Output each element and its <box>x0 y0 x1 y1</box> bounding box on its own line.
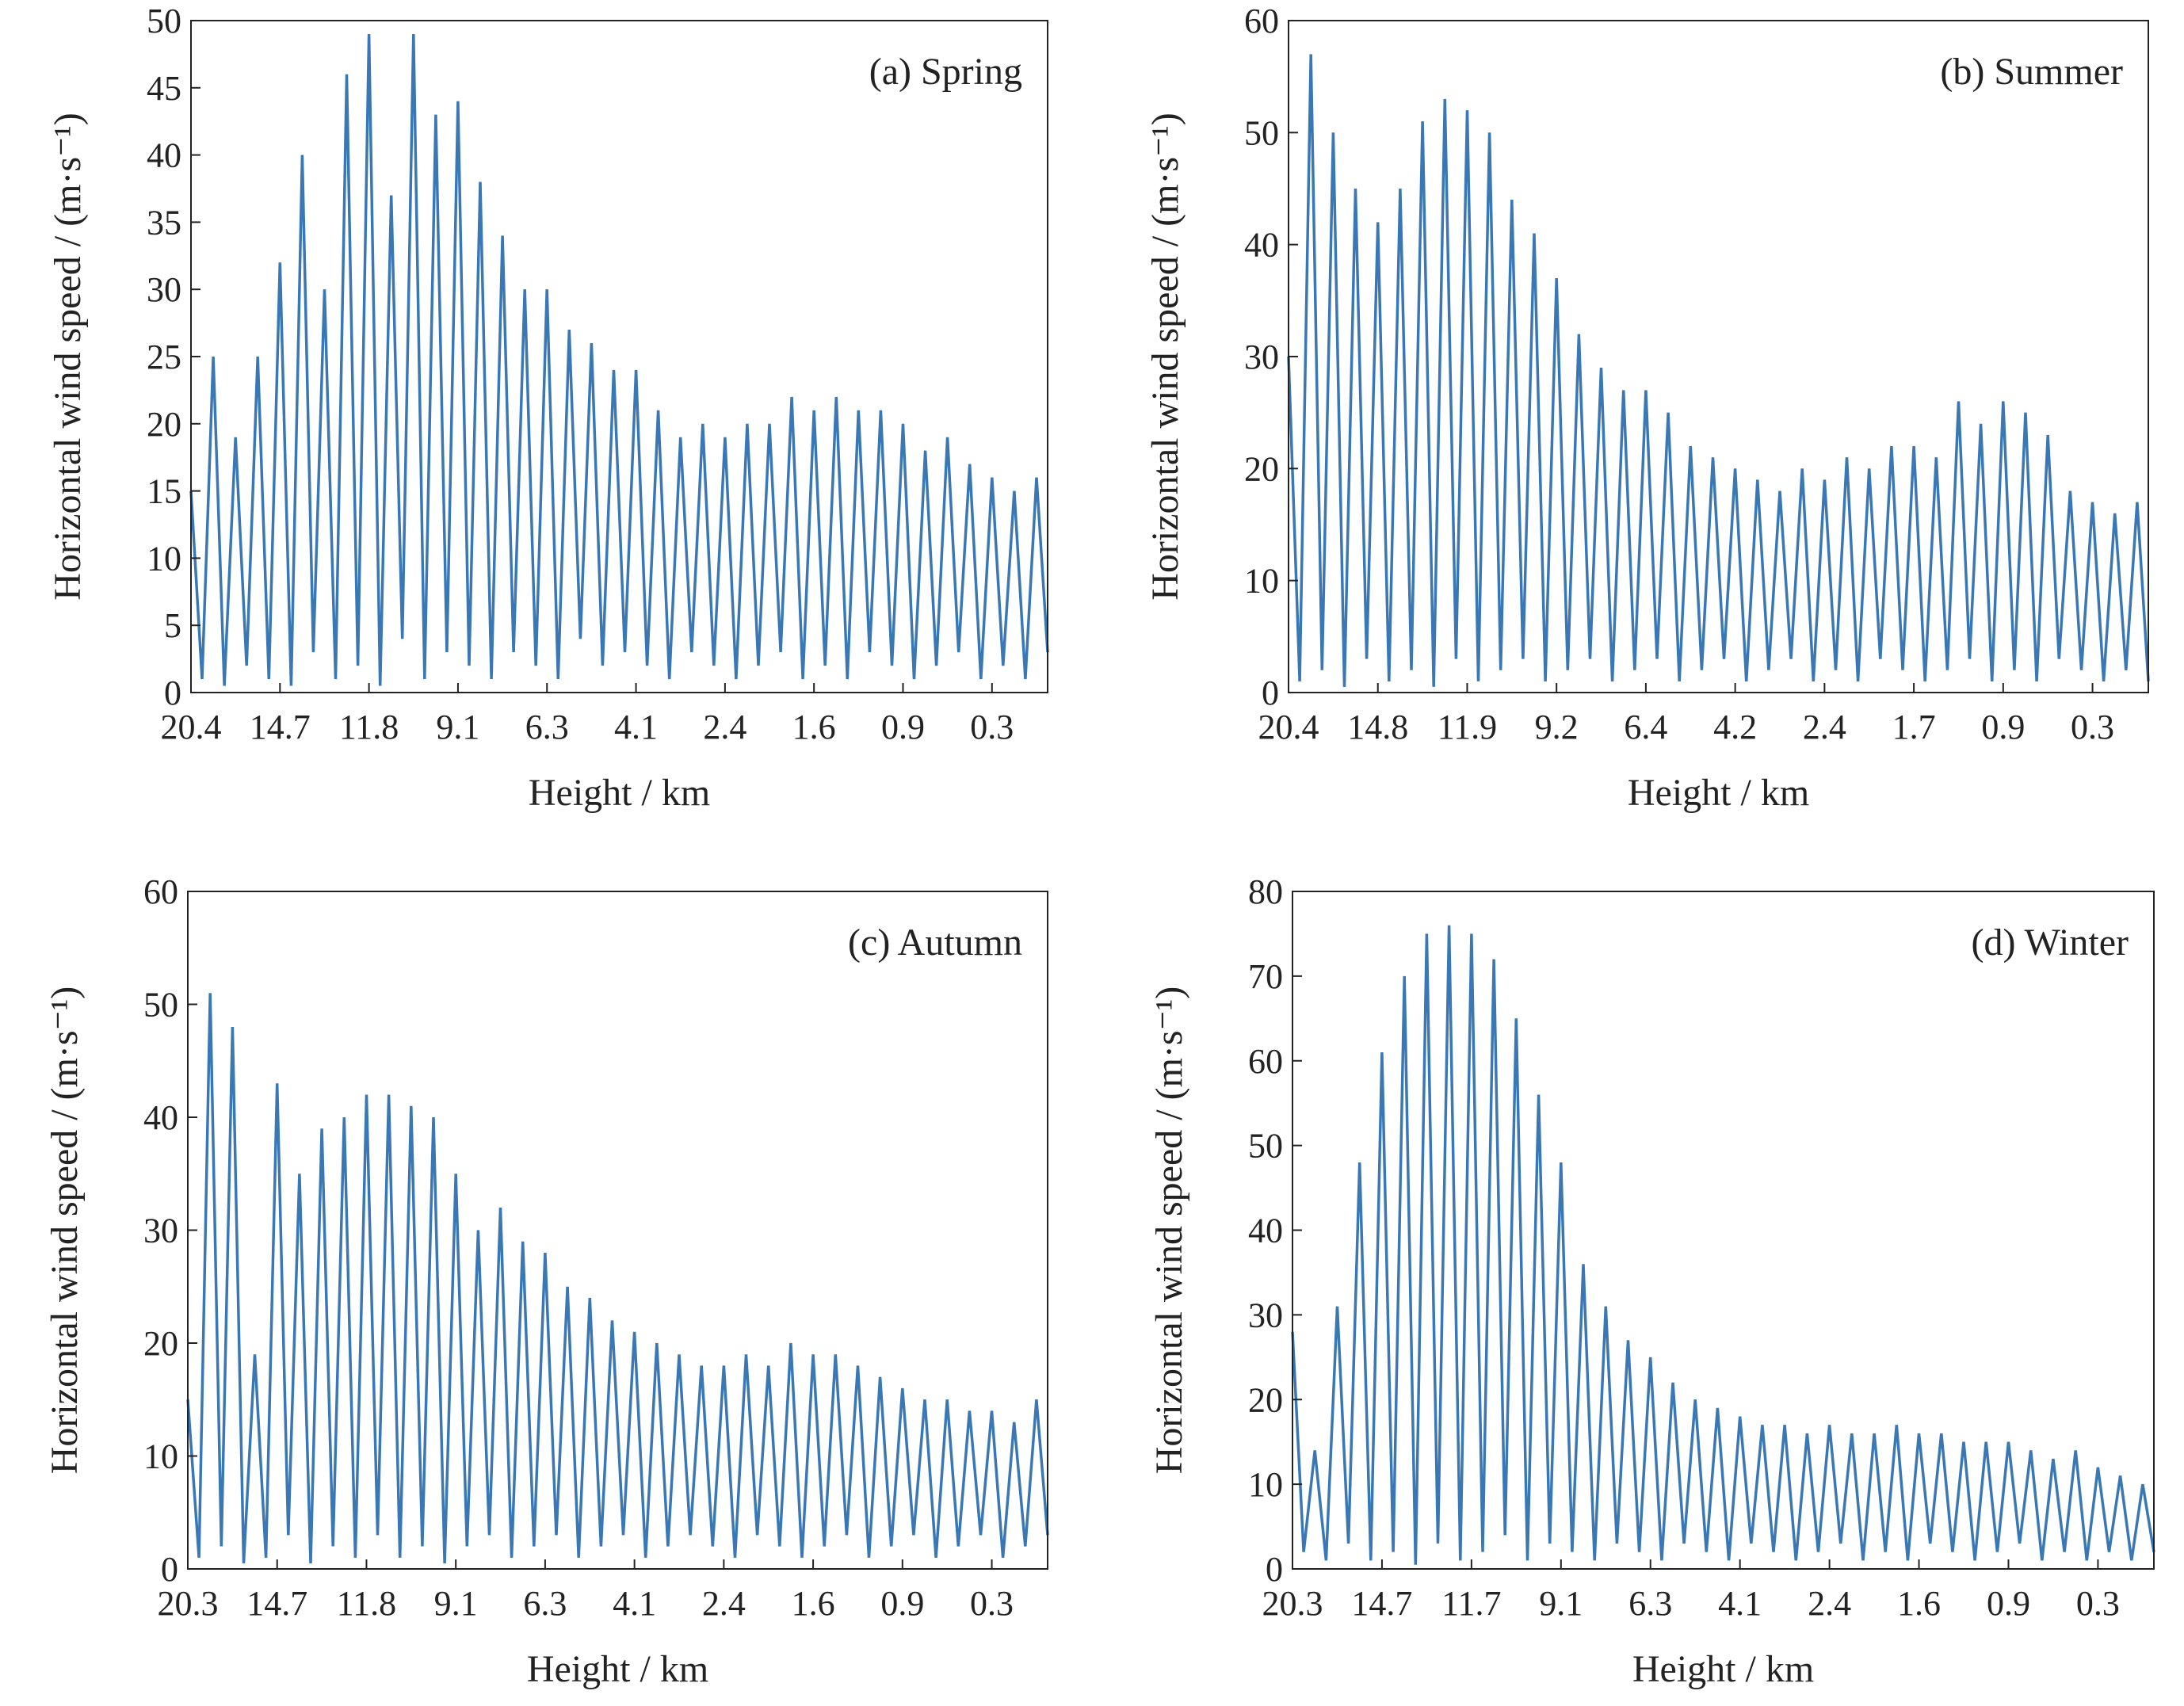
y-tick-label: 35 <box>147 203 181 242</box>
y-tick-label: 15 <box>147 472 181 511</box>
x-tick-label: 4.1 <box>613 1584 656 1623</box>
y-tick-label: 20 <box>1248 1380 1283 1419</box>
x-tick-label: 14.7 <box>246 1584 307 1623</box>
x-tick-label: 0.9 <box>880 1584 924 1623</box>
y-tick-label: 40 <box>143 1098 178 1137</box>
x-tick-label: 1.6 <box>792 708 836 746</box>
y-tick-label: 0 <box>164 674 181 712</box>
x-tick-label: 6.3 <box>1628 1584 1672 1623</box>
x-tick-label: 2.4 <box>703 708 746 746</box>
x-tick-label: 14.7 <box>1351 1584 1412 1623</box>
y-tick-label: 50 <box>147 2 181 40</box>
x-tick-label: 20.4 <box>1258 708 1319 746</box>
y-tick-label: 30 <box>1248 1296 1283 1334</box>
x-tick-label: 11.7 <box>1441 1584 1501 1623</box>
y-tick-label: 30 <box>143 1212 178 1250</box>
x-axis-title: Height / km <box>529 772 710 814</box>
x-tick-label: 1.7 <box>1892 708 1936 746</box>
x-axis-title: Height / km <box>1632 1648 1814 1690</box>
x-tick-label: 11.8 <box>339 708 399 746</box>
y-tick-label: 80 <box>1248 872 1283 911</box>
y-tick-label: 70 <box>1248 957 1283 996</box>
y-tick-label: 40 <box>1248 1212 1283 1250</box>
y-tick-label: 10 <box>147 539 181 578</box>
x-axis-title: Height / km <box>527 1648 708 1690</box>
y-tick-label: 50 <box>1244 113 1279 152</box>
y-tick-label: 0 <box>1262 674 1279 712</box>
y-tick-label: 0 <box>1266 1550 1283 1589</box>
x-tick-label: 9.1 <box>1539 1584 1583 1623</box>
x-tick-label: 0.3 <box>970 708 1014 746</box>
y-tick-label: 50 <box>1248 1127 1283 1166</box>
y-tick-label: 10 <box>1244 562 1279 601</box>
y-tick-label: 60 <box>1248 1042 1283 1081</box>
y-tick-label: 60 <box>1244 2 1279 40</box>
y-tick-label: 40 <box>1244 226 1279 265</box>
y-tick-label: 20 <box>147 405 181 444</box>
x-tick-label: 20.3 <box>1262 1584 1323 1623</box>
y-tick-label: 30 <box>1244 338 1279 376</box>
x-axis-title: Height / km <box>1628 772 1809 814</box>
data-line <box>1287 54 2150 687</box>
x-tick-label: 9.1 <box>434 1584 478 1623</box>
data-line <box>186 993 1049 1563</box>
x-tick-label: 0.9 <box>1981 708 2025 746</box>
y-axis-title: Horizontal wind speed / (m·s⁻¹) <box>47 113 89 601</box>
x-tick-label: 14.7 <box>250 708 311 746</box>
y-tick-label: 0 <box>161 1550 178 1589</box>
x-tick-label: 2.4 <box>702 1584 746 1623</box>
data-line <box>1291 925 2155 1565</box>
panel-title: (d) Winter <box>1972 922 2129 964</box>
y-tick-label: 20 <box>1244 449 1279 488</box>
y-tick-label: 60 <box>143 872 178 911</box>
x-tick-label: 11.9 <box>1438 708 1497 746</box>
x-tick-label: 0.3 <box>2071 708 2114 746</box>
x-tick-label: 2.4 <box>1803 708 1846 746</box>
x-tick-label: 1.6 <box>792 1584 835 1623</box>
x-tick-label: 4.2 <box>1713 708 1757 746</box>
y-axis-title: Horizontal wind speed / (m·s⁻¹) <box>1144 113 1186 601</box>
y-tick-label: 45 <box>147 69 181 108</box>
x-tick-label: 9.1 <box>436 708 479 746</box>
panel-title: (b) Summer <box>1940 51 2123 93</box>
y-axis-title: Horizontal wind speed / (m·s⁻¹) <box>44 987 86 1475</box>
x-tick-label: 6.3 <box>525 708 569 746</box>
x-tick-label: 2.4 <box>1808 1584 1851 1623</box>
x-tick-label: 0.9 <box>1987 1584 2030 1623</box>
panel-title: (c) Autumn <box>848 922 1022 964</box>
data-line <box>189 33 1049 686</box>
panel-title: (a) Spring <box>869 51 1022 93</box>
y-tick-label: 50 <box>143 986 178 1025</box>
x-tick-label: 11.8 <box>337 1584 396 1623</box>
y-tick-label: 25 <box>147 338 181 376</box>
y-tick-label: 10 <box>143 1437 178 1476</box>
y-tick-label: 40 <box>147 136 181 175</box>
y-tick-label: 30 <box>147 270 181 309</box>
y-tick-label: 5 <box>164 606 181 645</box>
x-tick-label: 20.3 <box>158 1584 219 1623</box>
y-axis-title: Horizontal wind speed / (m·s⁻¹) <box>1148 987 1190 1475</box>
x-tick-label: 14.8 <box>1347 708 1408 746</box>
y-tick-label: 20 <box>143 1324 178 1363</box>
x-tick-label: 9.2 <box>1535 708 1579 746</box>
x-tick-label: 20.4 <box>161 708 222 746</box>
x-tick-label: 6.3 <box>523 1584 567 1623</box>
x-tick-label: 4.1 <box>614 708 658 746</box>
y-tick-label: 10 <box>1248 1465 1283 1504</box>
x-tick-label: 1.6 <box>1897 1584 1941 1623</box>
x-tick-label: 0.3 <box>2076 1584 2120 1623</box>
x-tick-label: 0.9 <box>881 708 925 746</box>
x-tick-label: 4.1 <box>1718 1584 1762 1623</box>
x-tick-label: 6.4 <box>1624 708 1667 746</box>
x-tick-label: 0.3 <box>970 1584 1014 1623</box>
